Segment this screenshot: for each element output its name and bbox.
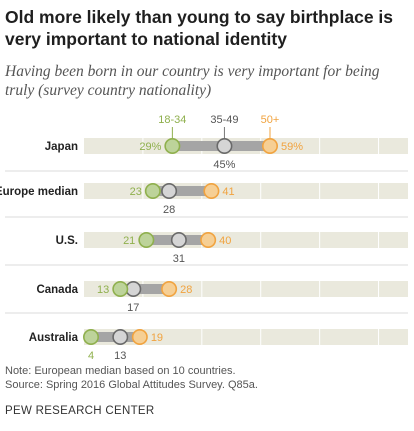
value-label-canada-35-49: 17 — [127, 302, 139, 314]
value-label-europe-median-35-49: 28 — [163, 204, 175, 216]
dot-europe-median-50 — [203, 183, 220, 200]
dot-u-s-35-49 — [170, 232, 187, 249]
dot-u-s-18-34 — [138, 232, 155, 249]
dot-canada-18-34 — [112, 281, 129, 298]
dot-japan-18-34 — [164, 137, 181, 154]
value-label-australia-35-49: 13 — [114, 350, 126, 362]
chart-subtitle: Having been born in our country is very … — [5, 63, 380, 99]
row-label-japan: Japan — [45, 141, 78, 153]
range-bar-europe-median — [152, 186, 212, 196]
dot-canada-50 — [161, 281, 178, 298]
legend-label-50: 50+ — [261, 114, 280, 126]
legend-label-18-34: 18-34 — [158, 114, 186, 126]
value-label-canada-18-34: 13 — [97, 284, 109, 296]
chart-title: Old more likely than young to say birthp… — [5, 7, 394, 49]
pew-research-center-label: PEW RESEARCH CENTER — [5, 405, 155, 417]
dot-u-s-50 — [200, 232, 217, 249]
row-label-u-s: U.S. — [56, 235, 78, 247]
dot-europe-median-18-34 — [144, 183, 161, 200]
value-label-australia-50: 19 — [151, 332, 163, 344]
value-label-u-s-18-34: 21 — [123, 235, 135, 247]
dot-japan-50 — [261, 137, 278, 154]
dot-japan-35-49 — [216, 137, 233, 154]
value-label-u-s-35-49: 31 — [173, 253, 185, 265]
row-label-australia: Australia — [29, 332, 79, 344]
source-text: Source: Spring 2016 Global Attitudes Sur… — [5, 379, 258, 391]
dot-range-chart: Japan 29% 45% 59% 18-34 35-49 50+ Europe median… — [0, 114, 408, 362]
range-bar-canada — [120, 284, 170, 294]
legend-label-35-49: 35-49 — [210, 114, 238, 126]
dot-europe-median-35-49 — [161, 183, 178, 200]
value-label-europe-median-50: 41 — [222, 186, 234, 198]
dot-australia-18-34 — [83, 329, 100, 346]
value-label-japan-50: 59% — [281, 141, 303, 153]
value-label-japan-35-49: 45% — [213, 159, 235, 171]
value-label-u-s-50: 40 — [219, 235, 231, 247]
row-label-europe-median: Europe median — [0, 186, 78, 198]
dot-australia-50 — [131, 329, 148, 346]
value-label-canada-50: 28 — [180, 284, 192, 296]
note-text: Note: European median based on 10 countr… — [5, 365, 236, 377]
dot-australia-35-49 — [112, 329, 129, 346]
value-label-australia-18-34: 4 — [88, 350, 94, 362]
track-australia — [84, 329, 408, 345]
row-label-canada: Canada — [36, 284, 78, 296]
value-label-europe-median-18-34: 23 — [130, 186, 142, 198]
value-label-japan-18-34: 29% — [139, 141, 161, 153]
